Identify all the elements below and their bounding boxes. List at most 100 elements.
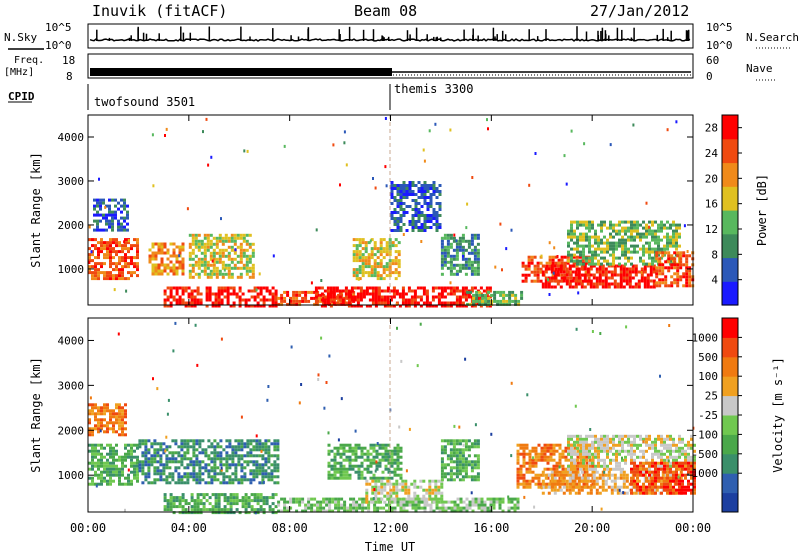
velocity-cell — [544, 450, 547, 453]
power-cell — [198, 243, 201, 246]
power-cell — [459, 249, 462, 252]
velocity-cell — [144, 463, 147, 466]
velocity-cell — [121, 459, 124, 462]
velocity-cell — [436, 507, 439, 510]
velocity-cell — [176, 505, 179, 508]
velocity-cell — [582, 450, 585, 453]
power-cell — [155, 264, 158, 267]
velocity-cell — [159, 463, 162, 466]
power-cell — [243, 234, 246, 237]
power-cell — [493, 297, 496, 300]
date-title: 27/Jan/2012 — [590, 2, 689, 20]
power-cell — [236, 296, 239, 299]
power-cell — [120, 229, 123, 232]
power-cell — [596, 277, 599, 280]
power-cell — [207, 267, 210, 270]
power-cell — [397, 184, 400, 187]
velocity-cell — [246, 439, 249, 442]
power-cell — [106, 271, 109, 274]
velocity-cell — [255, 448, 258, 451]
power-cell — [456, 270, 459, 273]
power-cell — [474, 252, 477, 255]
velocity-cell — [263, 502, 266, 505]
power-cell — [394, 208, 397, 211]
power-cell — [585, 245, 588, 248]
velocity-cell — [97, 412, 100, 415]
power-cell — [629, 277, 632, 280]
power-cell — [96, 199, 99, 202]
velocity-cell — [662, 474, 665, 477]
power-cell — [106, 244, 109, 247]
power-cell — [468, 240, 471, 243]
power-cell — [228, 270, 231, 273]
velocity-cell — [358, 474, 361, 477]
power-cell — [124, 247, 127, 250]
velocity-cell — [397, 504, 400, 507]
power-cell — [368, 271, 371, 274]
velocity-cell — [428, 480, 431, 483]
power-cell — [688, 284, 691, 287]
power-cell — [231, 258, 234, 261]
velocity-cell — [173, 496, 176, 499]
velocity-cell — [445, 507, 448, 510]
power-cell — [380, 277, 383, 280]
velocity-cell — [370, 462, 373, 465]
velocity-cell — [103, 430, 106, 433]
power-cell — [126, 205, 129, 208]
power-cell — [658, 272, 661, 275]
power-cell — [182, 293, 185, 296]
velocity-cell — [364, 459, 367, 462]
power-cell — [676, 284, 679, 287]
velocity-cell — [127, 456, 130, 459]
velocity-cell — [165, 460, 168, 463]
power-cell — [477, 261, 480, 264]
power-cell — [424, 223, 427, 226]
velocity-cell — [153, 460, 156, 463]
power-cell — [176, 299, 179, 302]
power-cell — [427, 226, 430, 229]
velocity-cell — [517, 477, 520, 480]
power-cell — [528, 256, 531, 259]
velocity-cell — [545, 477, 548, 480]
velocity-cell — [447, 472, 450, 475]
velocity-cell — [219, 439, 222, 442]
velocity-cell — [171, 475, 174, 478]
velocity-cell — [231, 454, 234, 457]
power-cell — [520, 297, 523, 300]
velocity-cell — [409, 498, 412, 501]
power-cell — [439, 226, 442, 229]
power-cell — [106, 250, 109, 253]
power-cell — [393, 293, 396, 296]
velocity-cell — [584, 480, 587, 483]
power-cell — [444, 296, 447, 299]
power-cell — [216, 273, 219, 276]
power-cell — [158, 270, 161, 273]
power-cell — [236, 293, 239, 296]
power-cell — [380, 265, 383, 268]
velocity-cell — [465, 460, 468, 463]
power-cell — [471, 237, 474, 240]
power-cell — [666, 221, 669, 224]
velocity-cell — [103, 403, 106, 406]
velocity-cell — [517, 483, 520, 486]
velocity-cell — [532, 462, 535, 465]
power-cell — [245, 299, 248, 302]
power-cell — [105, 220, 108, 223]
power-cell — [246, 270, 249, 273]
power-cell — [477, 249, 480, 252]
power-cell — [209, 290, 212, 293]
velocity-cell — [159, 472, 162, 475]
power-cell — [228, 237, 231, 240]
velocity-cell — [618, 465, 621, 468]
power-cell — [477, 267, 480, 270]
power-cell — [111, 223, 114, 226]
power-cell — [384, 290, 387, 293]
velocity-cell — [441, 466, 444, 469]
velocity-cell — [538, 444, 541, 447]
velocity-cell — [109, 462, 112, 465]
power-cell — [582, 248, 585, 251]
velocity-cell — [174, 439, 177, 442]
velocity-cell — [573, 435, 576, 438]
velocity-cell — [328, 462, 331, 465]
power-cell — [626, 271, 629, 274]
